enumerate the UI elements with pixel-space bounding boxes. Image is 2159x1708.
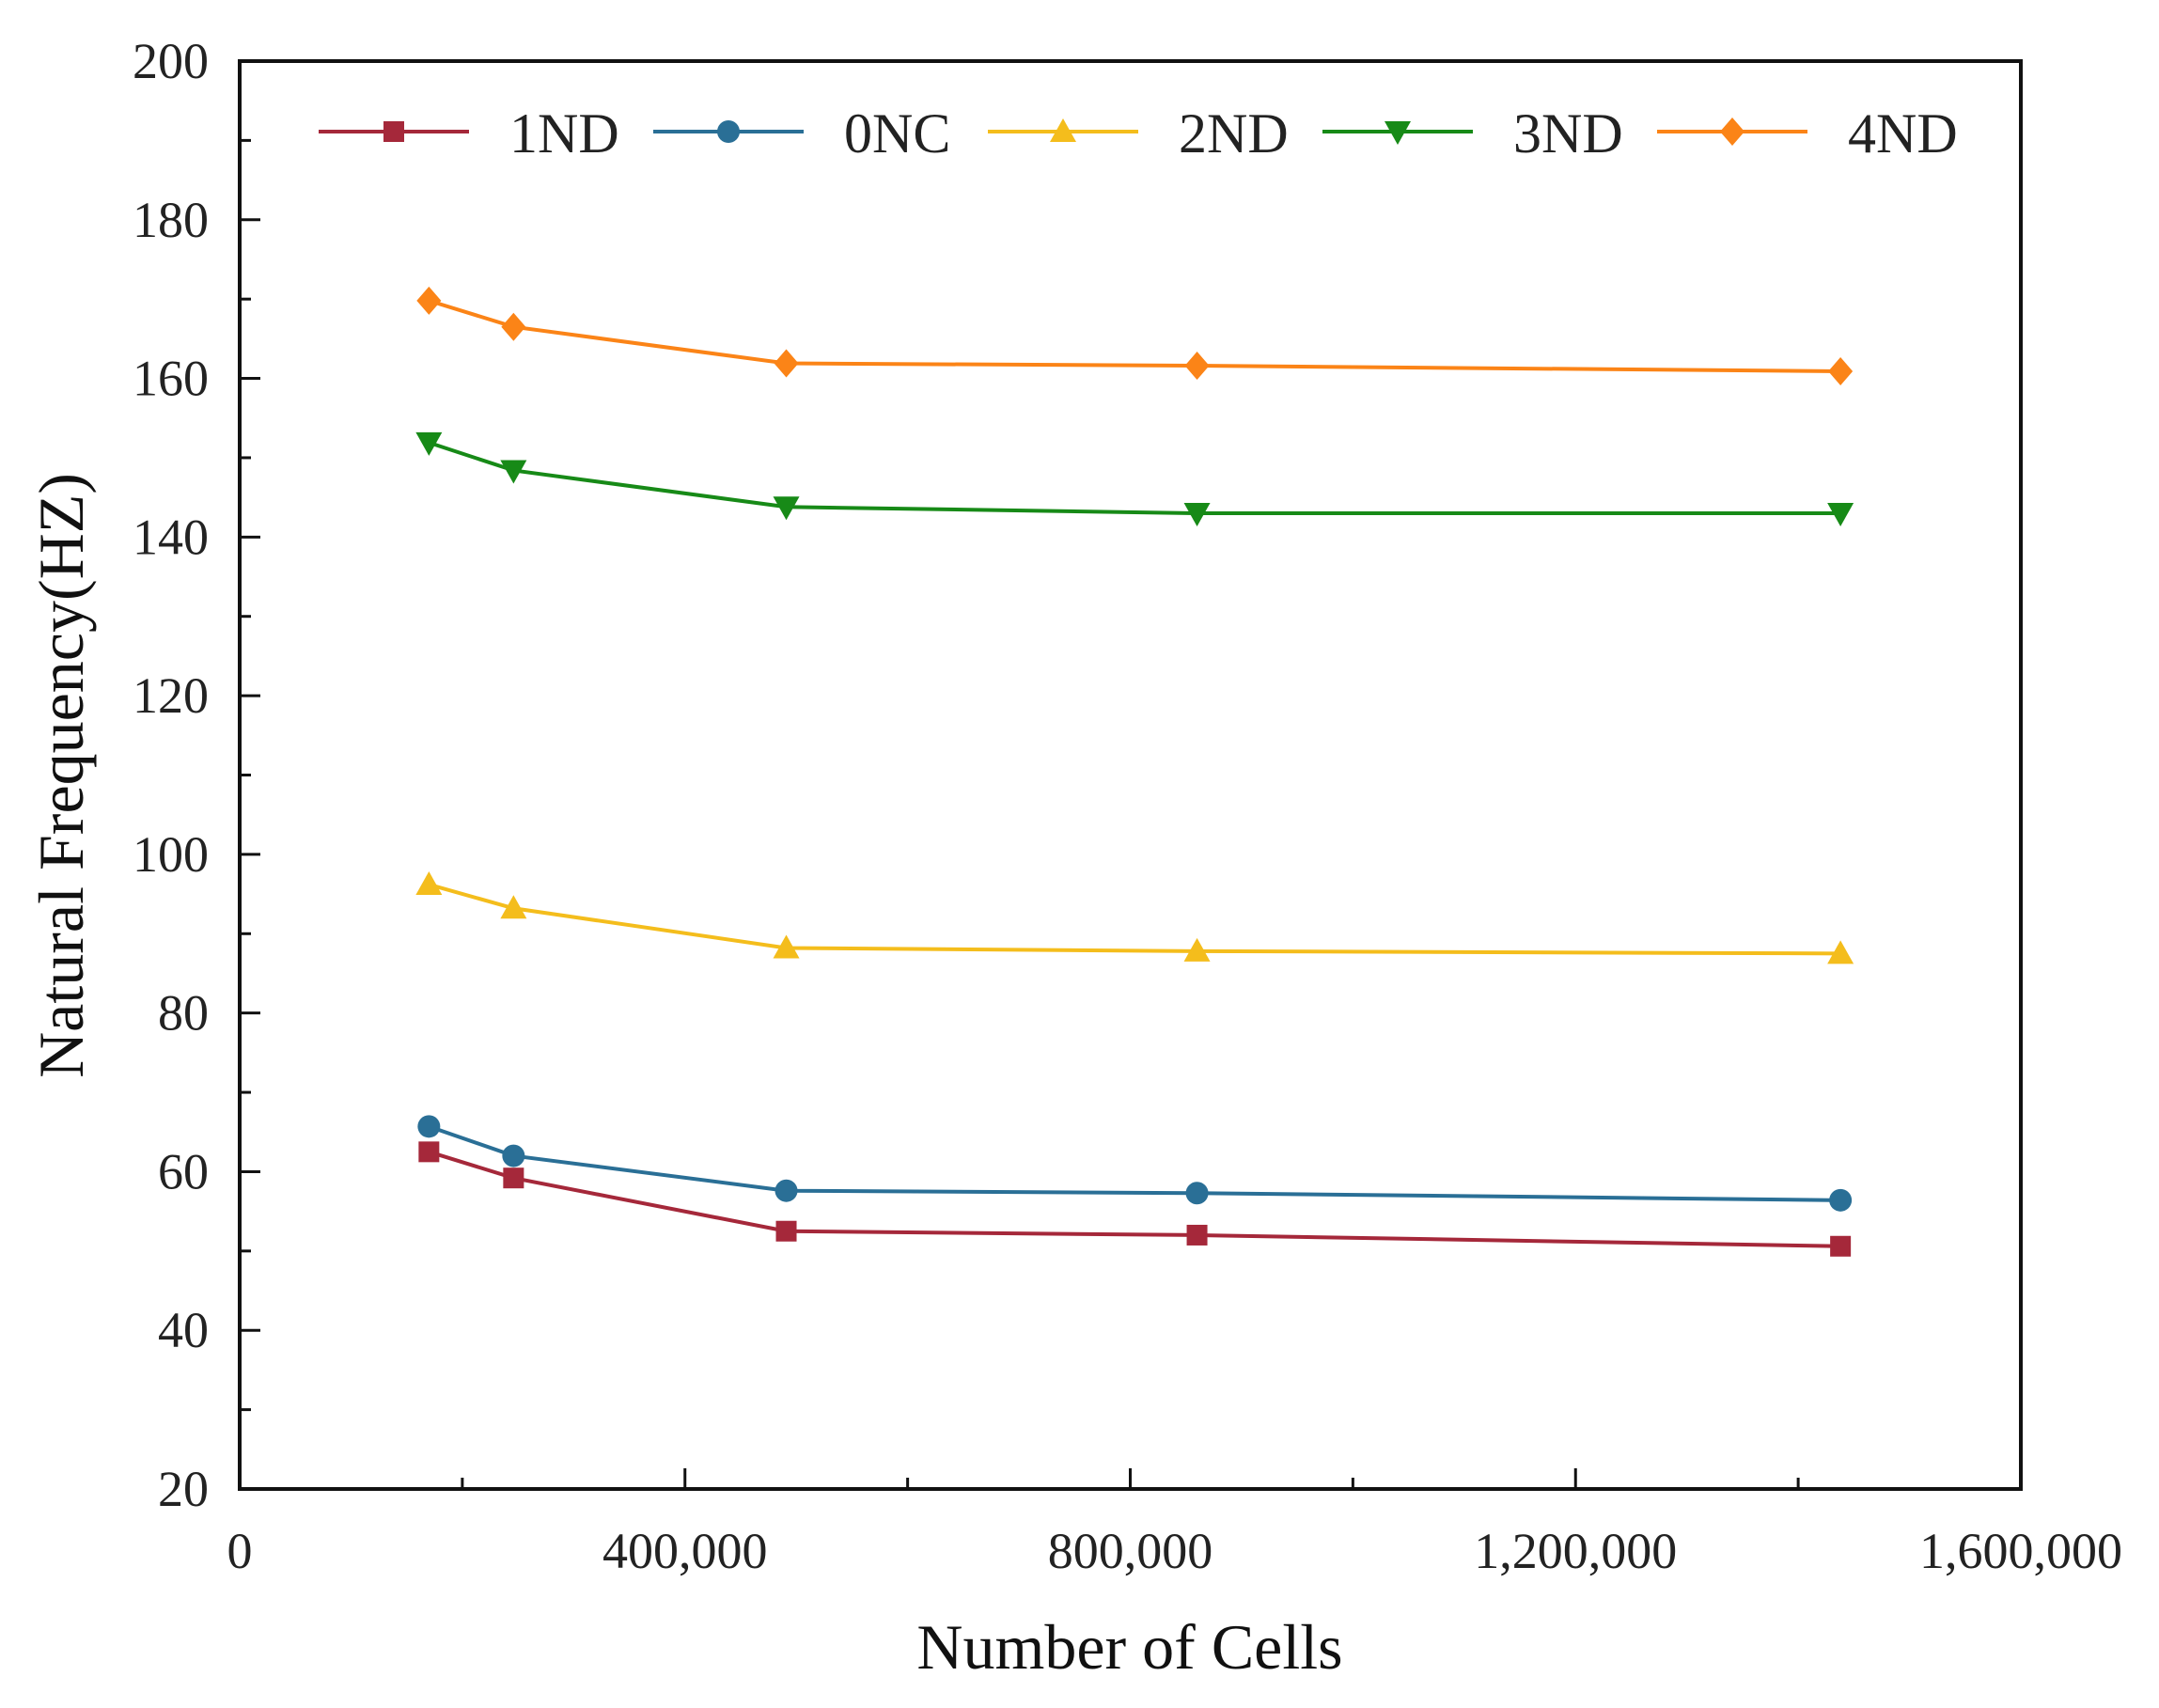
data-point-1ND: [1830, 1235, 1852, 1257]
y-axis-title: Natural Frequency(HZ): [25, 473, 97, 1078]
series-0NC: [417, 1115, 1853, 1212]
y-tick-label: 180: [133, 192, 209, 248]
data-point-0NC: [1829, 1188, 1853, 1212]
data-point-3ND: [1827, 503, 1854, 527]
data-point-4ND: [774, 349, 799, 378]
data-point-2ND: [773, 934, 800, 959]
y-tick-label: 200: [133, 33, 209, 89]
data-point-3ND: [500, 460, 527, 484]
data-point-2ND: [1827, 940, 1854, 964]
data-point-1ND: [775, 1220, 797, 1242]
y-tick-label: 20: [158, 1461, 209, 1517]
data-point-0NC: [1185, 1182, 1209, 1205]
x-tick-labels: 0 400,000 800,000 1,200,000 1,600,000: [227, 1523, 2123, 1579]
x-axis-title: Number of Cells: [916, 1611, 1342, 1683]
x-tick-label: 0: [227, 1523, 253, 1579]
plot-frame: [238, 59, 2023, 1491]
legend-item-2ND: 2ND: [988, 102, 1289, 165]
legend-marker: [1050, 118, 1076, 142]
series-line-4ND: [428, 298, 1841, 373]
legend-item-1ND: 1ND: [319, 102, 619, 165]
data-point-3ND: [1183, 503, 1211, 527]
x-tick-label: 800,000: [1048, 1523, 1213, 1579]
legend-marker: [1385, 121, 1411, 145]
data-point-1ND: [418, 1141, 440, 1163]
y-tick-label: 60: [158, 1143, 209, 1199]
series-line-3ND: [428, 441, 1841, 516]
data-point-0NC: [417, 1115, 441, 1138]
legend-item-4ND: 4ND: [1657, 102, 1958, 165]
series-line-2ND: [428, 883, 1841, 956]
data-point-3ND: [415, 431, 443, 456]
data-point-3ND: [773, 496, 800, 521]
legend: 1ND 0NC 2ND 3ND 4ND: [319, 102, 1958, 165]
series-2ND: [415, 870, 1854, 964]
y-tick-label: 140: [133, 509, 209, 565]
data-point-2ND: [1183, 937, 1211, 962]
legend-marker: [1720, 118, 1744, 146]
data-point-4ND: [416, 286, 442, 315]
series-1ND: [418, 1141, 1852, 1257]
series-4ND: [416, 286, 1854, 385]
data-point-4ND: [1828, 356, 1854, 385]
data-point-4ND: [501, 312, 526, 341]
series-group: [415, 286, 1854, 1257]
series-3ND: [415, 431, 1854, 527]
legend-marker: [717, 120, 740, 143]
y-tick-labels: 20 40 60 80 100 120 140 160 180 200: [133, 33, 209, 1517]
legend-item-0NC: 0NC: [653, 102, 950, 165]
x-tick-label: 1,200,000: [1474, 1523, 1677, 1579]
x-tick-label: 1,600,000: [1919, 1523, 2122, 1579]
y-tick-label: 100: [133, 826, 209, 883]
legend-label: 0NC: [844, 102, 950, 165]
data-point-0NC: [502, 1144, 525, 1167]
axis-ticks: [238, 59, 2023, 1491]
data-point-4ND: [1184, 352, 1210, 381]
legend-label: 1ND: [509, 102, 619, 165]
series-line-0NC: [428, 1124, 1841, 1202]
y-tick-label: 120: [133, 667, 209, 724]
legend-label: 4ND: [1848, 102, 1958, 165]
data-point-1ND: [503, 1167, 524, 1189]
x-tick-label: 400,000: [602, 1523, 768, 1579]
data-point-0NC: [774, 1179, 798, 1202]
y-tick-label: 80: [158, 985, 209, 1042]
data-point-2ND: [415, 870, 443, 895]
legend-marker: [383, 121, 404, 142]
legend-item-3ND: 3ND: [1322, 102, 1623, 165]
y-tick-label: 40: [158, 1302, 209, 1358]
y-tick-label: 160: [133, 351, 209, 407]
data-point-1ND: [1186, 1224, 1208, 1246]
data-point-2ND: [500, 895, 527, 919]
legend-label: 3ND: [1513, 102, 1623, 165]
legend-label: 2ND: [1179, 102, 1289, 165]
